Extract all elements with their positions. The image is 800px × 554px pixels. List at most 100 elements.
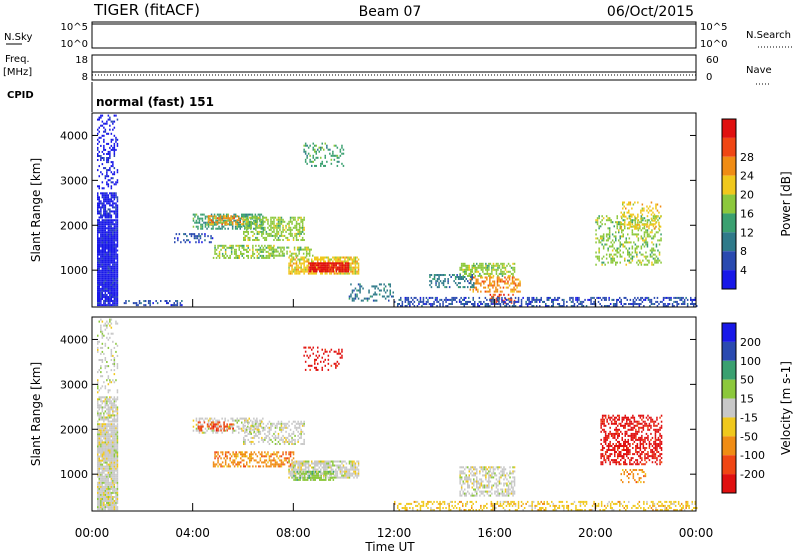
power-cell: [273, 251, 275, 253]
velocity-cell: [109, 381, 111, 383]
power-cell: [324, 264, 326, 266]
velocity-cell: [221, 432, 223, 434]
power-cell: [651, 250, 653, 252]
power-cell: [103, 244, 105, 246]
power-cell: [99, 272, 101, 274]
power-cell: [505, 267, 507, 269]
velocity-cell: [105, 357, 107, 359]
power-cell: [111, 200, 113, 202]
velocity-cell: [112, 441, 114, 443]
power-cell: [225, 245, 227, 247]
power-cell: [352, 290, 354, 292]
power-cell: [246, 255, 248, 257]
power-cell: [314, 145, 316, 147]
power-cell: [397, 303, 399, 305]
power-cell: [294, 217, 296, 219]
velocity-cell: [105, 456, 107, 458]
velocity-cell: [217, 430, 219, 432]
power-cell: [472, 274, 474, 276]
power-cell: [103, 153, 105, 155]
velocity-cell: [278, 441, 280, 443]
velocity-cell: [232, 423, 234, 425]
power-cell: [415, 297, 417, 299]
power-cell: [315, 266, 317, 268]
power-cell: [196, 222, 198, 224]
power-cell: [316, 270, 318, 272]
power-cell: [325, 273, 327, 275]
power-cell: [515, 301, 517, 303]
power-cell: [315, 268, 317, 270]
power-cell: [621, 222, 623, 224]
power-cell: [278, 221, 280, 223]
power-cell: [248, 233, 250, 235]
power-ytick-label: 2000: [60, 219, 88, 232]
power-cell: [498, 299, 500, 301]
power-cell: [221, 219, 223, 221]
power-cell: [620, 254, 622, 256]
power-cell: [642, 224, 644, 226]
power-cell: [673, 301, 675, 303]
power-cell: [105, 235, 107, 237]
velocity-cell: [100, 460, 102, 462]
power-cell: [216, 257, 218, 259]
power-cell: [334, 159, 336, 161]
power-cell: [100, 200, 102, 202]
velocity-cell: [275, 439, 277, 441]
power-cell: [124, 302, 126, 304]
power-cell: [242, 245, 244, 247]
power-cell: [650, 221, 652, 223]
power-cell: [621, 256, 623, 258]
power-cell: [234, 257, 236, 259]
power-cell: [438, 276, 440, 278]
velocity-cell: [196, 428, 198, 430]
power-cell: [636, 246, 638, 248]
velocity-cell: [115, 419, 117, 421]
power-cell: [498, 277, 500, 279]
power-cell: [197, 218, 199, 220]
power-cell: [383, 283, 385, 285]
power-cell: [618, 231, 620, 233]
power-cell: [604, 223, 606, 225]
power-cell: [117, 296, 119, 298]
power-cell: [344, 261, 346, 263]
power-cell: [462, 303, 464, 305]
velocity-cell: [100, 464, 102, 466]
velocity-cell: [106, 419, 108, 421]
power-cell: [105, 221, 107, 223]
velocity-cell: [99, 450, 101, 452]
power-cell: [603, 239, 605, 241]
power-cell: [390, 292, 392, 294]
power-cell: [114, 121, 116, 123]
velocity-cell: [109, 494, 111, 496]
power-cell: [103, 208, 105, 210]
velocity-cell: [103, 470, 105, 472]
power-cell: [279, 227, 281, 229]
power-cell: [267, 235, 269, 237]
power-cell: [108, 183, 110, 185]
velocity-cell: [106, 437, 108, 439]
velocity-cell: [115, 414, 117, 416]
power-cell: [617, 252, 619, 254]
power-cell: [655, 204, 657, 206]
power-cell: [263, 247, 265, 249]
power-cell: [299, 261, 301, 263]
power-cell: [234, 253, 236, 255]
power-cell: [111, 252, 113, 254]
velocity-cell: [112, 425, 114, 427]
power-cell: [324, 270, 326, 272]
power-cell: [106, 256, 108, 258]
power-cell: [499, 267, 501, 269]
velocity-cell: [275, 443, 277, 445]
power-cell: [462, 299, 464, 301]
power-cell: [367, 298, 369, 300]
power-cell: [303, 151, 305, 153]
power-cell: [655, 216, 657, 218]
power-cell: [181, 300, 183, 302]
power-cell: [476, 281, 478, 283]
power-cell: [614, 260, 616, 262]
velocity-cell: [111, 508, 113, 510]
power-cell: [106, 143, 108, 145]
power-cell: [111, 260, 113, 262]
power-cell: [257, 239, 259, 241]
power-cell: [103, 286, 105, 288]
